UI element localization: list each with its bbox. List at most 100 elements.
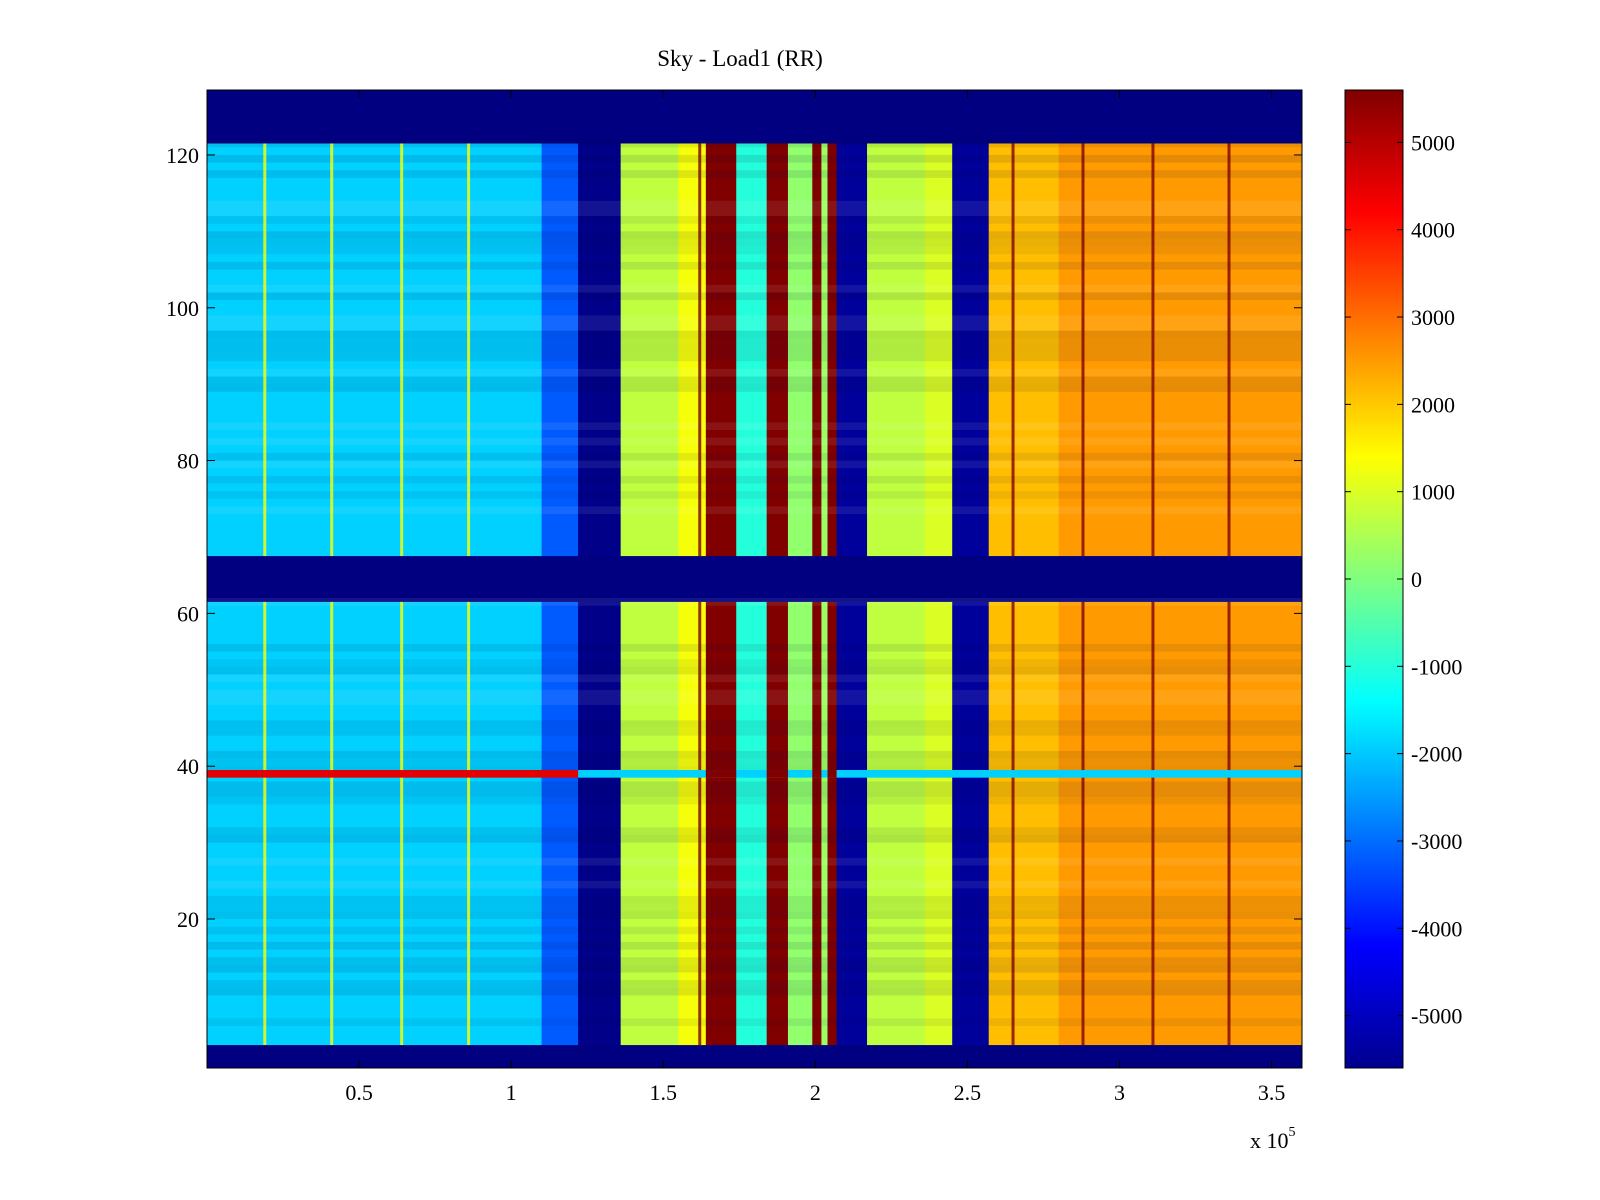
heatmap-column-segment: [787, 601, 813, 1046]
x-tick-label: 1.5: [650, 1080, 678, 1105]
heatmap-anomaly-row: [578, 770, 1302, 778]
heatmap-column-segment: [578, 601, 622, 1046]
colorbar-tick-label: -2000: [1411, 742, 1462, 767]
colorbar-tick-label: 0: [1411, 567, 1422, 592]
heatmap-row-texture: [207, 697, 1302, 706]
heatmap-stripe: [400, 601, 404, 1046]
heatmap-row-texture: [207, 216, 1302, 224]
heatmap-row-texture: [207, 758, 1302, 767]
heatmap-stripe: [1081, 601, 1085, 1046]
heatmap-row-texture: [207, 987, 1302, 996]
heatmap-column-segment: [207, 601, 543, 1046]
x-tick-label: 2: [810, 1080, 821, 1105]
heatmap-column-segment: [952, 143, 990, 557]
y-tick-label: 40: [177, 754, 199, 779]
heatmap-column-segment: [812, 601, 822, 1046]
heatmap-row-texture: [207, 506, 1302, 515]
heatmap-column-segment: [736, 143, 768, 557]
heatmap-column-segment: [821, 601, 828, 1046]
y-tick-label: 20: [177, 907, 199, 932]
heatmap-row-texture: [207, 1018, 1302, 1026]
heatmap-stripe: [698, 601, 702, 1046]
heatmap-row-texture: [207, 980, 1302, 988]
heatmap-column-segment: [924, 601, 953, 1046]
heatmap-column-segment: [988, 601, 1060, 1046]
heatmap-row-texture: [207, 345, 1302, 354]
heatmap-stripe: [400, 143, 404, 557]
heatmap-column-segment: [678, 601, 707, 1046]
y-axis: 20 40 60 80 100 120: [166, 143, 1302, 932]
y-tick-label: 100: [166, 296, 199, 321]
heatmap-stripe: [467, 601, 471, 1046]
heatmap-row-texture: [207, 330, 1302, 339]
heatmap-stripe: [263, 601, 267, 1046]
heatmap-row-texture: [207, 384, 1302, 392]
heatmap-row-texture: [207, 957, 1302, 965]
heatmap-stripe: [698, 143, 702, 557]
heatmap-stripe: [1151, 601, 1155, 1046]
heatmap-row-texture: [207, 284, 1302, 293]
heatmap-row-texture: [207, 643, 1302, 652]
y-tick-label: 120: [166, 143, 199, 168]
heatmap-row-texture: [207, 323, 1302, 331]
heatmap-row-texture: [207, 139, 1302, 148]
heatmap-column-segment: [812, 770, 822, 778]
y-tick-label: 60: [177, 601, 199, 626]
heatmap-row-texture: [207, 368, 1302, 377]
heatmap-row-texture: [207, 911, 1302, 920]
heatmap-anomaly-row: [207, 770, 579, 778]
heatmap-row-texture: [207, 750, 1302, 759]
heatmap-row-texture: [207, 261, 1302, 270]
colorbar-axis: -5000 -4000 -3000 -2000 -1000 0 1000 2000 3000 40…: [1345, 130, 1462, 1029]
heatmap-row-texture: [207, 941, 1302, 950]
heatmap-row-texture: [207, 475, 1302, 484]
heatmap-row-texture: [207, 238, 1302, 247]
heatmap-column-segment: [867, 601, 926, 1046]
heatmap-row-texture: [207, 659, 1302, 667]
heatmap-row-texture: [207, 674, 1302, 683]
heatmap-column-segment: [827, 601, 838, 1046]
heatmap-row-texture: [207, 170, 1302, 178]
heatmap-stripe: [1081, 143, 1085, 557]
heatmap-row-texture: [207, 896, 1302, 904]
heatmap-column-segment: [988, 143, 1060, 557]
heatmap-column-segment: [207, 143, 543, 557]
heatmap-column-segment: [787, 143, 813, 557]
heatmap-row-texture: [207, 689, 1302, 698]
heatmap-row-texture: [207, 315, 1302, 324]
heatmap-column-segment: [766, 143, 789, 557]
heatmap-stripe: [1011, 143, 1015, 557]
heatmap-column-segment: [766, 770, 788, 778]
heatmap-row-texture: [207, 460, 1302, 469]
heatmap-stripe: [330, 143, 334, 557]
heatmap-row-texture: [207, 491, 1302, 499]
colorbar-tick-label: -3000: [1411, 829, 1462, 854]
colorbar-tick-label: 4000: [1411, 218, 1455, 243]
heatmap-stripe: [467, 143, 471, 557]
x-exponent-base: x 10: [1250, 1128, 1289, 1153]
colorbar-tick-label: 2000: [1411, 392, 1455, 417]
y-tick-label: 80: [177, 449, 199, 474]
x-exponent-power: 5: [1289, 1125, 1296, 1140]
heatmap-row-texture: [207, 903, 1302, 912]
heatmap-row-texture: [207, 857, 1302, 866]
x-tick-label: 3: [1114, 1080, 1125, 1105]
heatmap-column-segment: [541, 601, 579, 1046]
x-tick-label: 3.5: [1258, 1080, 1286, 1105]
heatmap-column-segment: [1058, 601, 1303, 1046]
heatmap-row-texture: [207, 154, 1302, 163]
chart-title: Sky - Load1 (RR): [657, 46, 822, 71]
colorbar-tick-label: 5000: [1411, 130, 1455, 155]
x-tick-label: 2.5: [954, 1080, 982, 1105]
heatmap-row-texture: [207, 727, 1302, 736]
heatmap-row-texture: [207, 880, 1302, 889]
colorbar-tick-label: -1000: [1411, 654, 1462, 679]
heatmap-column-segment: [736, 601, 768, 1046]
heatmap-row-texture: [207, 834, 1302, 843]
heatmap-stripe: [1011, 601, 1015, 1046]
x-axis: 0.5 1 1.5 2 2.5 3 3.5: [345, 90, 1285, 1105]
heatmap-row-texture: [207, 666, 1302, 675]
heatmap-column-segment: [620, 601, 679, 1046]
heatmap-row-texture: [207, 796, 1302, 805]
